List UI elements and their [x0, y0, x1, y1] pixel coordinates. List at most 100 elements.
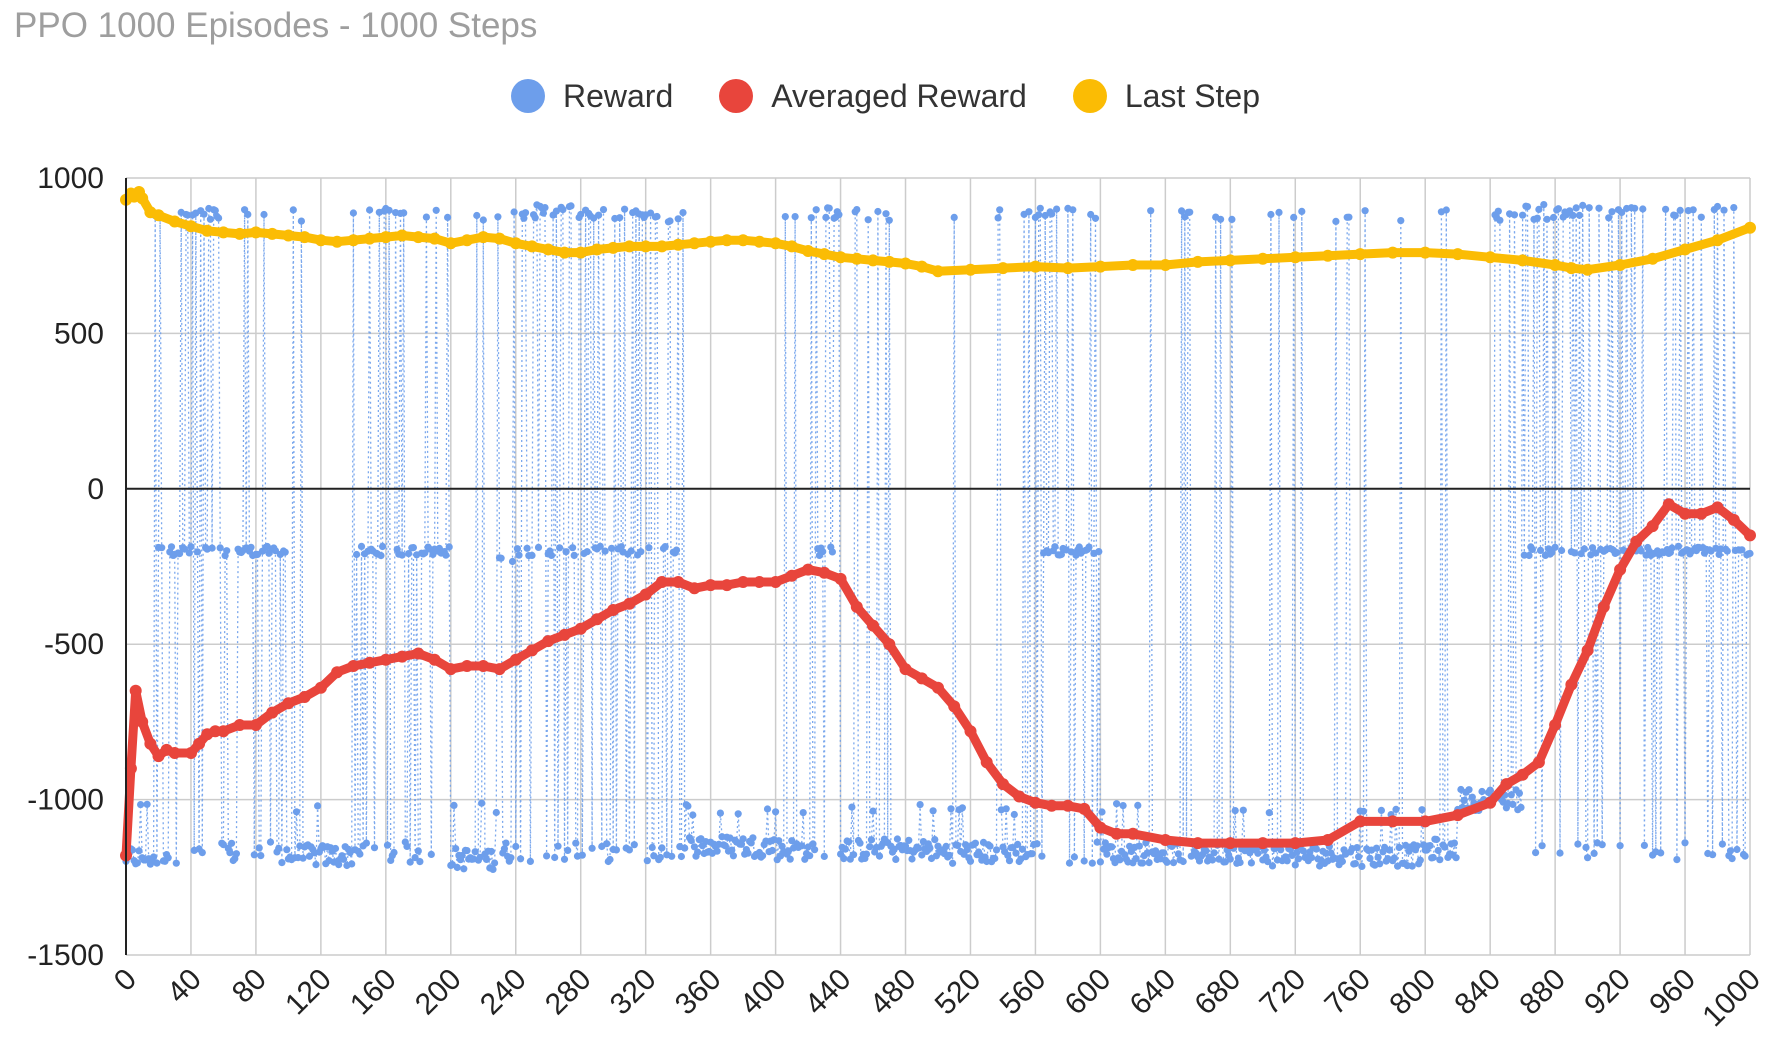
reward-point: [180, 545, 189, 553]
x-tick-label: 480: [864, 963, 923, 1022]
reward-point: [1413, 842, 1421, 850]
reward-point: [1674, 542, 1683, 550]
reward-point: [625, 846, 634, 854]
reward-point: [283, 846, 291, 854]
reward-point: [713, 847, 721, 855]
reward-point: [759, 852, 767, 860]
last-step-point: [266, 227, 279, 240]
averaged-reward-point: [1289, 837, 1302, 850]
reward-point: [1697, 213, 1705, 221]
y-tick-label: -1000: [27, 784, 104, 817]
reward-point: [515, 551, 523, 559]
reward-point: [275, 844, 283, 853]
reward-point: [1332, 217, 1340, 225]
reward-point: [1637, 547, 1645, 555]
reward-point: [1069, 206, 1077, 214]
x-tick-label: 80: [226, 963, 273, 1010]
legend-item-reward[interactable]: Reward: [510, 78, 673, 115]
reward-point: [1436, 856, 1444, 864]
reward-point: [1298, 207, 1306, 215]
reward-point: [603, 840, 611, 848]
reward-point: [541, 204, 549, 212]
reward-point: [176, 550, 184, 558]
averaged-reward-point: [314, 681, 327, 694]
reward-point: [1345, 213, 1353, 221]
reward-point: [460, 865, 468, 873]
reward-point: [292, 808, 301, 816]
reward-point: [1397, 217, 1405, 225]
reward-point: [143, 800, 151, 808]
last-step-point: [704, 235, 717, 248]
reward-point: [1312, 845, 1320, 853]
reward-point: [1507, 791, 1515, 799]
reward-point: [616, 214, 624, 222]
reward-point: [1178, 207, 1186, 215]
reward-point: [947, 805, 955, 813]
last-step-point: [1256, 252, 1269, 265]
last-step-point: [818, 248, 831, 261]
reward-point: [1671, 212, 1679, 220]
averaged-reward-point: [591, 613, 603, 626]
reward-point: [1338, 857, 1346, 866]
reward-point: [1359, 807, 1368, 815]
reward-point: [1668, 544, 1676, 552]
reward-point: [1418, 806, 1426, 814]
reward-point: [223, 547, 231, 555]
reward-point: [1515, 789, 1523, 797]
reward-point: [1478, 787, 1486, 796]
legend-item-last-step[interactable]: Last Step: [1072, 78, 1260, 115]
reward-point: [661, 543, 669, 551]
reward-point: [1496, 216, 1504, 224]
reward-point: [1048, 210, 1056, 218]
reward-point: [850, 851, 858, 859]
averaged-reward-point: [461, 660, 473, 672]
reward-point: [1351, 860, 1359, 868]
reward-point: [992, 846, 1001, 854]
reward-point: [645, 544, 653, 552]
reward-point: [383, 841, 392, 849]
reward-point: [471, 848, 479, 856]
reward-point: [1442, 206, 1450, 214]
reward-point: [689, 811, 697, 819]
averaged-reward-point: [720, 579, 733, 592]
x-tick-label: 840: [1448, 963, 1507, 1022]
averaged-reward-point: [623, 597, 636, 610]
reward-point: [656, 853, 664, 862]
reward-point: [570, 551, 578, 560]
reward-point: [798, 842, 806, 850]
reward-point: [1726, 847, 1735, 855]
last-step-point: [201, 224, 214, 237]
reward-point: [1376, 860, 1384, 868]
reward-point: [167, 543, 176, 551]
reward-point: [1012, 849, 1020, 857]
reward-point: [1385, 846, 1394, 854]
legend-item-averaged-reward[interactable]: Averaged Reward: [719, 78, 1027, 115]
averaged-reward-point: [1191, 837, 1204, 850]
reward-point: [1460, 796, 1468, 805]
last-step-point: [623, 240, 636, 253]
reward-point: [414, 847, 422, 855]
reward-point: [768, 846, 777, 855]
reward-point: [1533, 214, 1541, 222]
reward-point: [786, 855, 794, 863]
last-step-point: [1679, 243, 1691, 256]
reward-point: [1186, 208, 1194, 216]
reward-point: [247, 543, 255, 551]
reward-point: [1028, 850, 1036, 858]
reward-point: [1275, 208, 1283, 216]
reward-point: [1228, 215, 1236, 223]
last-step-point: [558, 246, 571, 259]
x-tick-label: 440: [799, 963, 858, 1022]
reward-point: [1584, 854, 1592, 862]
reward-point: [1715, 550, 1723, 559]
reward-point: [494, 213, 502, 221]
averaged-reward-point: [1679, 507, 1691, 520]
reward-point: [866, 843, 874, 851]
averaged-reward-point: [396, 650, 409, 663]
averaged-reward-point: [249, 719, 262, 731]
reward-point: [517, 855, 525, 863]
averaged-reward-point: [1565, 678, 1578, 691]
reward-point: [588, 844, 596, 852]
reward-point: [892, 855, 900, 864]
reward-point: [1018, 845, 1026, 853]
